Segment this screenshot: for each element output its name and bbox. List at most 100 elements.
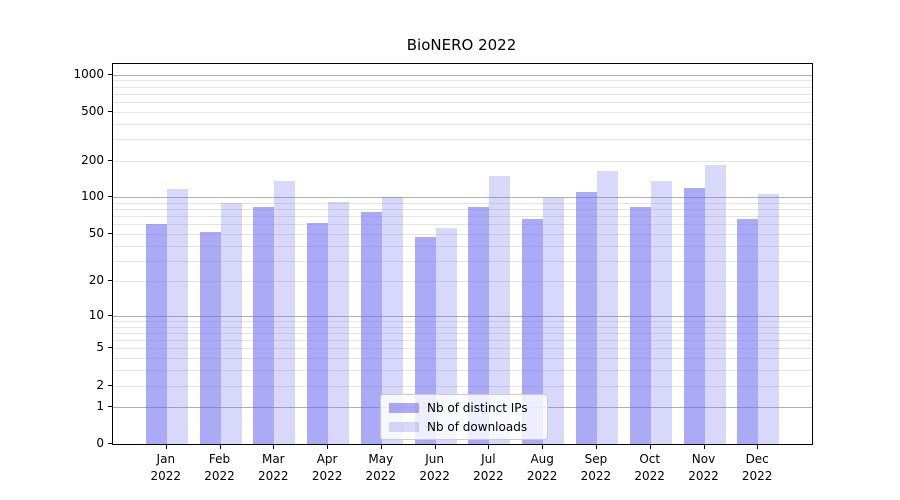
gridline [113,326,812,328]
gridline [113,348,812,350]
bar-feb-distinct-ips [199,231,221,445]
x-tick-year: 2022 [580,469,612,483]
y-tick-mark [108,406,112,408]
x-tick-label: Aug 2022 [510,451,574,485]
bar-apr-downloads [328,201,350,445]
x-tick-year: 2022 [419,469,450,483]
gridline [113,111,812,113]
bar-dec-distinct-ips [737,219,759,445]
bar-jan-downloads [166,189,188,445]
y-tick-label: 5 [96,340,104,355]
x-tick-label: Jan 2022 [134,451,198,485]
gridline [113,385,812,387]
x-tick-month: Aug [530,452,554,466]
x-tick-mark [649,445,651,449]
legend-item: Nb of distinct IPs [389,400,539,415]
x-tick-year: 2022 [311,469,343,483]
x-tick-mark [219,445,221,449]
x-tick-year: 2022 [258,469,289,483]
x-tick-month: Dec [745,452,769,466]
y-tick-mark [108,384,112,386]
y-tick-label: 200 [81,152,104,167]
bar-sep-downloads [596,171,618,445]
gridline [113,74,812,76]
x-tick-month: Sep [584,452,608,466]
x-tick-year: 2022 [150,469,182,483]
bar-jun-downloads [435,228,457,445]
x-tick-mark [434,445,436,449]
gridline [113,197,812,199]
gridline [113,233,812,235]
x-tick-month: Jun [425,452,444,466]
y-tick-mark [108,196,112,198]
bar-jun-distinct-ips [414,237,436,445]
bar-nov-downloads [704,165,726,445]
gridline [113,316,812,317]
x-tick-year: 2022 [526,469,558,483]
gridline [113,333,812,334]
x-tick-month: Oct [639,452,661,466]
x-tick-month: Jul [481,452,496,466]
gridline [113,245,812,247]
y-tick-mark [108,232,112,234]
y-tick-label: 1000 [73,66,104,81]
x-tick-label: Sep 2022 [564,451,628,485]
x-tick-month: Nov [691,452,716,466]
x-tick-label: May 2022 [349,451,413,485]
gridline [113,209,812,211]
y-tick-label: 10 [88,308,104,322]
legend-item: Nb of downloads [389,419,539,434]
gridline [113,370,812,372]
bar-nov-distinct-ips [683,187,705,445]
x-tick-year: 2022 [634,469,665,483]
bar-sep-distinct-ips [575,192,597,445]
gridline [113,216,812,218]
x-tick-label: Oct 2022 [618,451,682,485]
x-tick-year: 2022 [688,469,719,483]
gridline [113,102,812,103]
bar-feb-downloads [220,203,242,445]
bar-oct-distinct-ips [629,206,651,445]
bar-aug-downloads [543,197,565,445]
gridline [113,123,812,125]
y-tick-label: 2 [96,377,104,392]
y-tick-mark [108,159,112,161]
y-tick-mark [108,280,112,282]
x-tick-label: Jul 2022 [456,451,520,485]
x-tick-label: Jun 2022 [403,451,467,485]
plot-area: Nb of distinct IPs Nb of downloads [112,63,813,445]
y-tick-label: 50 [88,225,104,240]
x-tick-mark [703,445,705,449]
chart-title: BioNERO 2022 [406,36,517,54]
gridline [113,80,812,82]
bar-may-distinct-ips [360,211,382,445]
gridline [113,358,812,360]
x-tick-year: 2022 [741,469,773,483]
x-tick-mark [595,445,597,449]
gridline [113,203,812,204]
gridline [113,340,812,342]
x-tick-month: Jan [156,452,176,466]
gridline [113,139,812,140]
x-tick-mark [542,445,544,449]
gridline [113,93,812,95]
y-tick-label: 20 [88,273,104,288]
legend: Nb of distinct IPs Nb of downloads [380,394,548,440]
bar-apr-distinct-ips [307,222,329,445]
x-tick-mark [380,445,382,449]
gridline [113,281,812,283]
gridline [113,260,812,262]
gridline [113,86,812,88]
x-tick-label: Nov 2022 [672,451,736,485]
y-tick-label: 100 [81,189,104,204]
legend-label: Nb of downloads [427,419,528,434]
gridline [113,224,812,226]
x-tick-year: 2022 [365,469,397,483]
x-tick-mark [165,445,167,449]
x-tick-year: 2022 [204,469,235,483]
y-tick-mark [108,110,112,112]
gridline [113,321,812,323]
legend-swatch-icon [389,421,419,432]
x-tick-mark [488,445,490,449]
x-tick-month: Mar [261,452,285,466]
